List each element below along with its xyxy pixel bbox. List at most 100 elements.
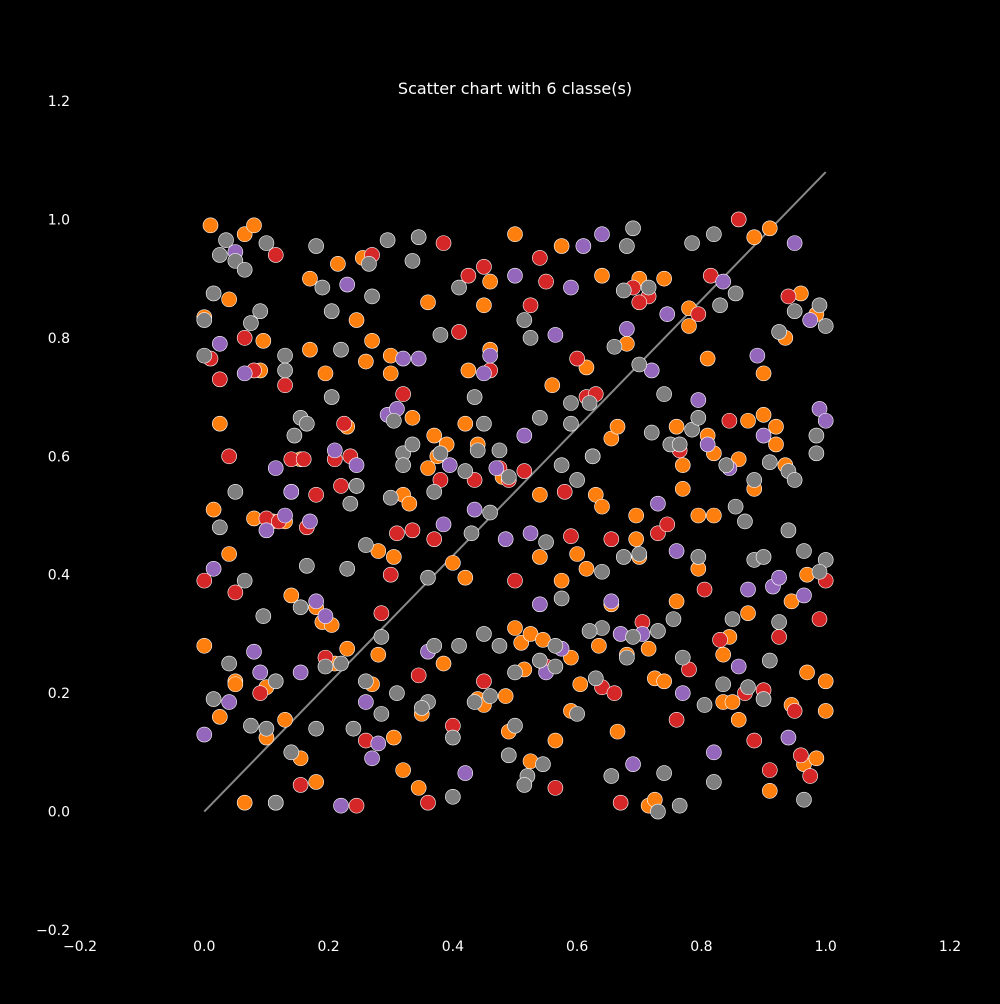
data-point <box>553 572 570 589</box>
data-point <box>690 549 707 565</box>
data-point <box>656 765 672 781</box>
data-point <box>308 774 324 790</box>
data-point <box>466 694 483 710</box>
data-point <box>811 563 828 580</box>
data-point <box>746 732 763 749</box>
data-point <box>625 629 641 645</box>
data-point <box>333 797 349 814</box>
data-point <box>522 330 539 346</box>
data-point <box>706 744 722 761</box>
data-point <box>761 652 778 669</box>
data-point <box>538 273 554 290</box>
data-point <box>721 412 738 429</box>
data-point <box>283 744 300 761</box>
data-point <box>522 525 539 542</box>
data-point <box>451 637 467 654</box>
data-point <box>236 365 253 382</box>
data-point <box>817 703 834 719</box>
data-point <box>299 415 315 432</box>
data-point <box>603 531 620 547</box>
data-point <box>370 646 387 663</box>
data-point <box>780 729 797 746</box>
data-point <box>740 581 756 598</box>
data-point <box>563 528 579 545</box>
data-point <box>619 649 635 666</box>
data-point <box>507 572 523 589</box>
data-point <box>516 312 533 328</box>
data-point <box>445 729 461 746</box>
data-point <box>267 794 284 811</box>
data-point <box>594 267 610 284</box>
data-point <box>796 543 812 559</box>
data-point <box>348 457 365 473</box>
data-point <box>476 258 492 275</box>
data-point <box>469 442 486 459</box>
data-point <box>382 489 399 506</box>
data-point <box>553 590 570 607</box>
data-point <box>196 312 213 328</box>
data-point <box>761 762 778 778</box>
data-point <box>606 685 623 701</box>
data-point <box>358 537 374 553</box>
data-point <box>569 706 585 722</box>
data-point <box>205 560 222 577</box>
data-point <box>771 629 787 645</box>
data-point <box>755 407 772 423</box>
data-point <box>212 335 228 352</box>
data-point <box>435 516 452 533</box>
data-point <box>236 330 253 346</box>
data-point <box>386 549 402 565</box>
data-point <box>674 649 691 666</box>
data-point <box>258 720 275 737</box>
data-point <box>395 386 411 402</box>
data-point <box>631 546 648 562</box>
x-axis: −0.2 0.0 0.2 0.4 0.6 0.8 1.0 1.2 <box>63 939 961 955</box>
data-point <box>786 235 803 251</box>
data-point <box>326 442 343 459</box>
data-point <box>404 253 421 269</box>
data-point <box>205 691 222 707</box>
data-point <box>650 623 666 639</box>
data-point <box>358 694 374 710</box>
y-tick-label: 1.0 <box>48 212 70 228</box>
data-point <box>255 333 272 349</box>
data-point <box>379 232 396 248</box>
data-point <box>348 312 365 328</box>
y-tick-label: 0.8 <box>48 331 70 347</box>
data-point <box>395 350 411 367</box>
data-point <box>348 478 365 494</box>
data-point <box>299 558 315 574</box>
data-point <box>640 640 657 657</box>
data-point <box>793 747 809 764</box>
data-point <box>615 282 632 299</box>
data-point <box>317 658 334 675</box>
data-point <box>339 560 356 577</box>
data-point <box>196 637 213 654</box>
data-point <box>295 451 312 468</box>
data-point <box>724 694 741 710</box>
data-point <box>460 267 477 284</box>
data-point <box>348 797 365 814</box>
data-point <box>476 673 492 690</box>
data-point <box>404 522 421 539</box>
chart-title: Scatter chart with 6 classe(s) <box>398 79 632 98</box>
data-point <box>212 709 228 725</box>
y-tick-label: 0.2 <box>48 686 70 702</box>
data-point <box>569 350 585 367</box>
data-point <box>690 392 707 408</box>
data-point <box>786 703 803 719</box>
data-point <box>491 637 508 654</box>
data-point <box>410 229 427 245</box>
data-point <box>817 412 834 429</box>
data-point <box>625 220 641 237</box>
data-point <box>507 267 523 284</box>
data-point <box>476 365 492 382</box>
data-point <box>221 291 237 308</box>
data-point <box>463 525 480 542</box>
data-point <box>727 285 744 302</box>
data-point <box>410 780 427 796</box>
data-point <box>302 513 318 530</box>
data-point <box>420 569 436 586</box>
data-point <box>507 717 523 734</box>
data-point <box>755 427 772 444</box>
